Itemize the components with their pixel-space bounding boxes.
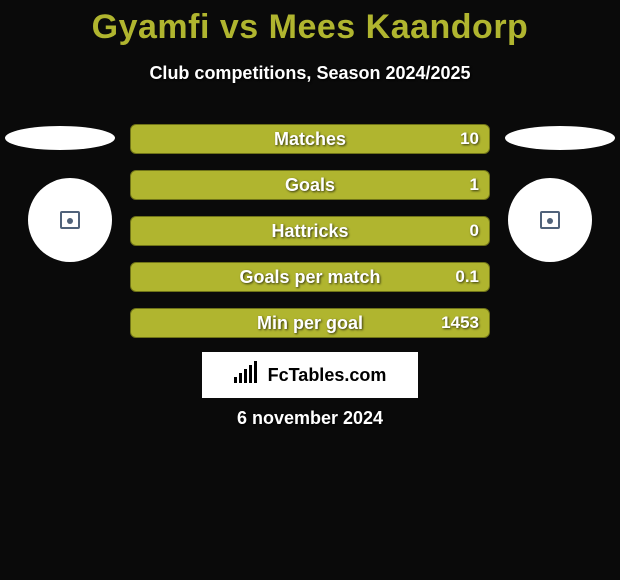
stats-bars: Matches 10 Goals 1 Hattricks 0 Goals per… (130, 124, 490, 354)
stat-bar: Goals per match 0.1 (130, 262, 490, 292)
stat-value: 0 (470, 221, 479, 241)
logo-icon (234, 363, 262, 387)
page-title: Gyamfi vs Mees Kaandorp (0, 0, 620, 47)
page-subtitle: Club competitions, Season 2024/2025 (0, 63, 620, 84)
stat-bar: Matches 10 (130, 124, 490, 154)
infographic-root: Gyamfi vs Mees Kaandorp Club competition… (0, 0, 620, 580)
stat-value: 10 (460, 129, 479, 149)
stat-bar: Goals 1 (130, 170, 490, 200)
stat-label: Min per goal (257, 313, 363, 334)
stat-bar: Min per goal 1453 (130, 308, 490, 338)
stat-label: Goals (285, 175, 335, 196)
player-badge-right (505, 126, 615, 150)
stat-label: Hattricks (271, 221, 348, 242)
avatar-right (508, 178, 592, 262)
image-placeholder-icon (60, 211, 80, 229)
brand-logo: FcTables.com (202, 352, 418, 398)
stat-bar: Hattricks 0 (130, 216, 490, 246)
date-label: 6 november 2024 (0, 408, 620, 429)
stat-value: 1453 (441, 313, 479, 333)
stat-value: 0.1 (455, 267, 479, 287)
stat-label: Matches (274, 129, 346, 150)
avatar-left (28, 178, 112, 262)
brand-text: FcTables.com (268, 365, 387, 386)
image-placeholder-icon (540, 211, 560, 229)
player-badge-left (5, 126, 115, 150)
stat-value: 1 (470, 175, 479, 195)
stat-label: Goals per match (239, 267, 380, 288)
